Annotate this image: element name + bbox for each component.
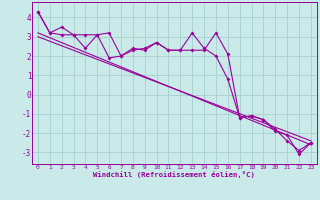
X-axis label: Windchill (Refroidissement éolien,°C): Windchill (Refroidissement éolien,°C)	[93, 171, 255, 178]
